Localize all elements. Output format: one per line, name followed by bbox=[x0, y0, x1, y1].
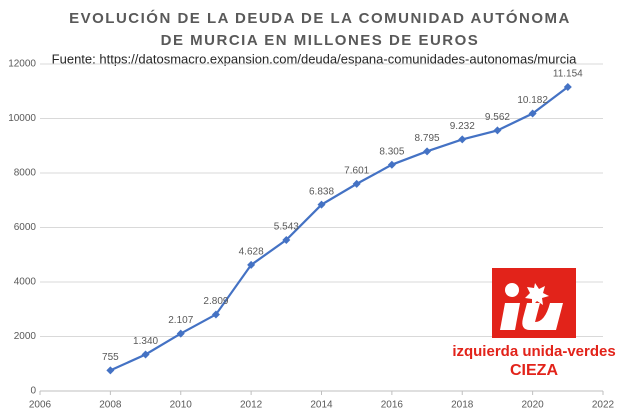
y-tick-label: 10000 bbox=[8, 113, 36, 124]
marker bbox=[387, 160, 396, 169]
y-tick-label: 0 bbox=[30, 386, 36, 397]
marker bbox=[317, 200, 326, 209]
chart-subtitle: Fuente: https://datosmacro.expansion.com… bbox=[52, 51, 577, 66]
marker bbox=[563, 83, 572, 92]
logo-shape bbox=[522, 303, 563, 330]
y-tick-label: 12000 bbox=[8, 59, 36, 70]
marker bbox=[282, 235, 291, 244]
value-label: 10.182 bbox=[517, 95, 548, 106]
chart-title: DE MURCIA EN MILLONES DE EUROS bbox=[161, 32, 480, 49]
logo-place: CIEZA bbox=[510, 362, 558, 379]
marker bbox=[141, 350, 150, 359]
logo-star bbox=[525, 283, 549, 306]
value-label: 7.601 bbox=[344, 166, 369, 177]
logo: izquierda unida-verdes CIEZA bbox=[452, 268, 616, 379]
value-label: 11.154 bbox=[553, 69, 583, 80]
value-label: 9.562 bbox=[485, 112, 510, 123]
logo-shape bbox=[500, 303, 520, 330]
y-tick-label: 8000 bbox=[14, 168, 37, 179]
marker bbox=[458, 135, 467, 144]
data-line bbox=[109, 86, 569, 372]
marker bbox=[247, 260, 256, 269]
marker bbox=[176, 329, 185, 338]
value-label: 8.305 bbox=[379, 146, 404, 157]
value-label: 9.232 bbox=[450, 121, 475, 132]
y-tick-label: 6000 bbox=[14, 222, 37, 233]
x-tick-label: 2018 bbox=[451, 400, 474, 411]
x-tick-label: 2016 bbox=[381, 400, 404, 411]
marker bbox=[106, 366, 115, 375]
marker bbox=[423, 147, 432, 156]
marker bbox=[211, 310, 220, 319]
x-tick-label: 2008 bbox=[99, 400, 122, 411]
marker bbox=[352, 179, 361, 188]
y-tick-label: 2000 bbox=[14, 331, 37, 342]
marker bbox=[493, 126, 502, 135]
chart-title: EVOLUCIÓN DE LA DEUDA DE LA COMUNIDAD AU… bbox=[69, 9, 571, 27]
y-tick-label: 4000 bbox=[14, 277, 37, 288]
marker bbox=[528, 109, 537, 118]
value-label: 755 bbox=[102, 352, 119, 363]
x-tick-label: 2014 bbox=[310, 400, 333, 411]
x-tick-label: 2010 bbox=[170, 400, 193, 411]
logo-dot bbox=[505, 283, 519, 297]
value-label: 4.628 bbox=[239, 247, 264, 258]
value-label: 8.795 bbox=[415, 133, 440, 144]
x-tick-label: 2020 bbox=[522, 400, 545, 411]
value-label: 2.809 bbox=[203, 296, 228, 307]
x-tick-label: 2006 bbox=[29, 400, 52, 411]
value-label: 1.340 bbox=[133, 336, 158, 347]
x-tick-label: 2022 bbox=[592, 400, 615, 411]
value-label: 2.107 bbox=[168, 315, 193, 326]
value-label: 5.543 bbox=[274, 222, 299, 233]
logo-text: izquierda unida-verdes bbox=[452, 343, 615, 360]
value-label: 6.838 bbox=[309, 186, 334, 197]
x-tick-label: 2012 bbox=[240, 400, 263, 411]
